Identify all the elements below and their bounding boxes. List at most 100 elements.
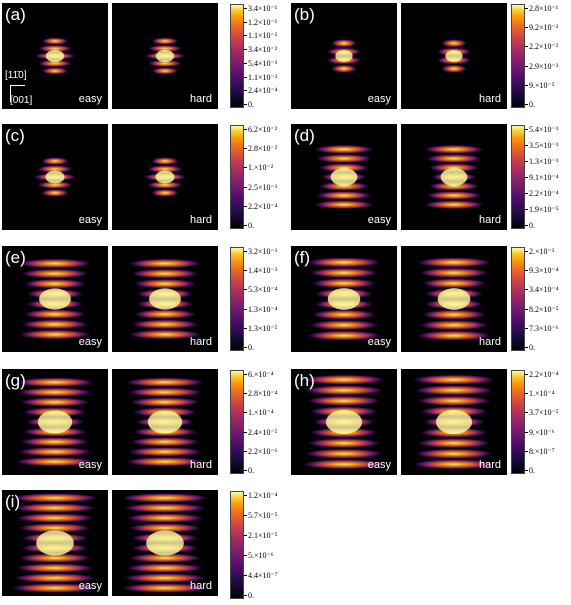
intensity-band: [37, 165, 73, 173]
colorbar: [230, 247, 244, 351]
intensity-band: [19, 553, 91, 563]
intensity-band: [302, 459, 386, 470]
colorbar-tick-label: 2.2×10⁻⁴: [244, 201, 278, 211]
panel-label: (i): [5, 492, 21, 511]
colorbar-tick-label: 1.×10⁻⁴: [525, 389, 555, 399]
intensity-band: [134, 278, 196, 289]
intensity-band: [314, 144, 374, 154]
intensity-band: [441, 39, 467, 48]
axis-label-vertical: [001]: [10, 95, 33, 106]
map-label-hard: hard: [478, 214, 501, 226]
colorbar: [511, 247, 525, 351]
intensity-band: [37, 181, 73, 189]
intensity-band: [426, 191, 482, 200]
intensity-band: [147, 165, 183, 173]
intensity-band: [314, 200, 374, 210]
intensity-band: [429, 181, 479, 191]
density-map-easy: easy (b): [291, 3, 397, 109]
map-label-hard: hard: [189, 459, 212, 471]
intensity-core: [440, 168, 468, 186]
intensity-band: [412, 374, 496, 385]
colorbar-tick-label: 1.1×10⁻²: [243, 31, 278, 41]
density-plot: [144, 37, 186, 75]
intensity-band: [312, 278, 376, 289]
map-label-easy: easy: [78, 459, 102, 471]
colorbar-tick-label: 0.: [244, 591, 254, 600]
density-plot: [34, 37, 76, 75]
colorbar-tick-label: 2.4×10⁻⁴: [244, 86, 278, 96]
axis-arrows-icon: [10, 85, 25, 102]
colorbar-tick-label: 1.×10⁻⁴: [244, 408, 274, 418]
density-plot: [129, 258, 201, 340]
intensity-band: [417, 438, 491, 449]
density-map-hard: hard: [401, 369, 507, 475]
colorbar-tick-label: 2.2×10⁻⁴: [525, 189, 559, 198]
intensity-band: [307, 395, 381, 406]
density-map-easy: easy (a) [11̄0] [001]: [2, 3, 108, 109]
colorbar-tick-label: 1.2×10⁻⁴: [244, 491, 278, 500]
intensity-band: [312, 309, 376, 320]
density-map-hard: hard: [401, 246, 507, 352]
colorbar-tick-label: 9.×10⁻⁶: [525, 427, 555, 437]
panel-label: (g): [5, 371, 26, 390]
intensity-band: [125, 377, 205, 388]
intensity-core: [437, 288, 471, 310]
colorbar: [230, 125, 244, 229]
intensity-band: [148, 59, 182, 68]
intensity-band: [11, 493, 99, 503]
map-label-easy: easy: [367, 336, 391, 348]
density-map-easy: easy (i): [2, 490, 108, 596]
intensity-band: [15, 456, 95, 467]
density-plot: [302, 374, 386, 470]
density-plot: [412, 374, 496, 470]
density-map-easy: easy (c): [2, 124, 108, 230]
map-label-easy: easy: [78, 580, 102, 592]
panel-label: (c): [5, 126, 25, 145]
density-plot: [121, 493, 209, 593]
density-plot: [33, 157, 77, 197]
intensity-band: [307, 257, 381, 268]
density-plot: [424, 144, 484, 210]
colorbar-tick-label: 5.3×10⁻⁴: [244, 285, 278, 295]
density-map-hard: hard: [112, 490, 218, 596]
intensity-band: [128, 387, 202, 397]
colorbar-tick-label: 8.2×10⁻⁵: [525, 304, 559, 314]
intensity-band: [20, 397, 90, 407]
map-label-hard: hard: [189, 336, 212, 348]
intensity-band: [129, 329, 201, 340]
density-plot: [437, 39, 471, 73]
colorbar-tick-label: 2.×10⁻³: [524, 247, 555, 256]
density-map-easy: easy (e): [2, 246, 108, 352]
colorbar-tick-label: 2.9×10⁻³: [524, 61, 559, 71]
intensity-core: [37, 410, 73, 434]
intensity-band: [152, 37, 178, 45]
intensity-band: [19, 258, 91, 269]
colorbar-tick-label: 1.9×10⁻⁵: [525, 205, 559, 214]
colorbar-tick-label: 7.3×10⁻⁶: [525, 323, 559, 333]
intensity-core: [45, 170, 65, 184]
intensity-band: [16, 513, 94, 523]
colorbar-tick-label: 2.8×10⁻⁴: [244, 389, 278, 399]
colorbar-tick-label: 9.×10⁻⁵: [525, 80, 555, 90]
intensity-core: [435, 409, 473, 435]
intensity-band: [11, 583, 99, 593]
intensity-band: [14, 573, 96, 583]
density-map-hard: hard: [112, 246, 218, 352]
density-plot: [307, 257, 381, 341]
intensity-band: [429, 163, 479, 173]
density-map-hard: hard: [401, 3, 507, 109]
intensity-band: [15, 377, 95, 388]
colorbar-tick-label: 3.5×10⁻³: [524, 141, 559, 150]
intensity-band: [151, 189, 179, 197]
intensity-band: [18, 447, 92, 457]
intensity-band: [424, 200, 484, 210]
intensity-band: [331, 64, 357, 73]
intensity-band: [129, 258, 201, 269]
density-map-easy: easy (h): [291, 369, 397, 475]
intensity-band: [38, 44, 72, 53]
intensity-band: [417, 395, 491, 406]
panel-label: (b): [294, 5, 315, 24]
colorbar-tick-label: 2.4×10⁻⁵: [244, 427, 278, 437]
intensity-band: [131, 319, 199, 330]
colorbar-tick-label: 9.2×10⁻²: [524, 23, 559, 33]
